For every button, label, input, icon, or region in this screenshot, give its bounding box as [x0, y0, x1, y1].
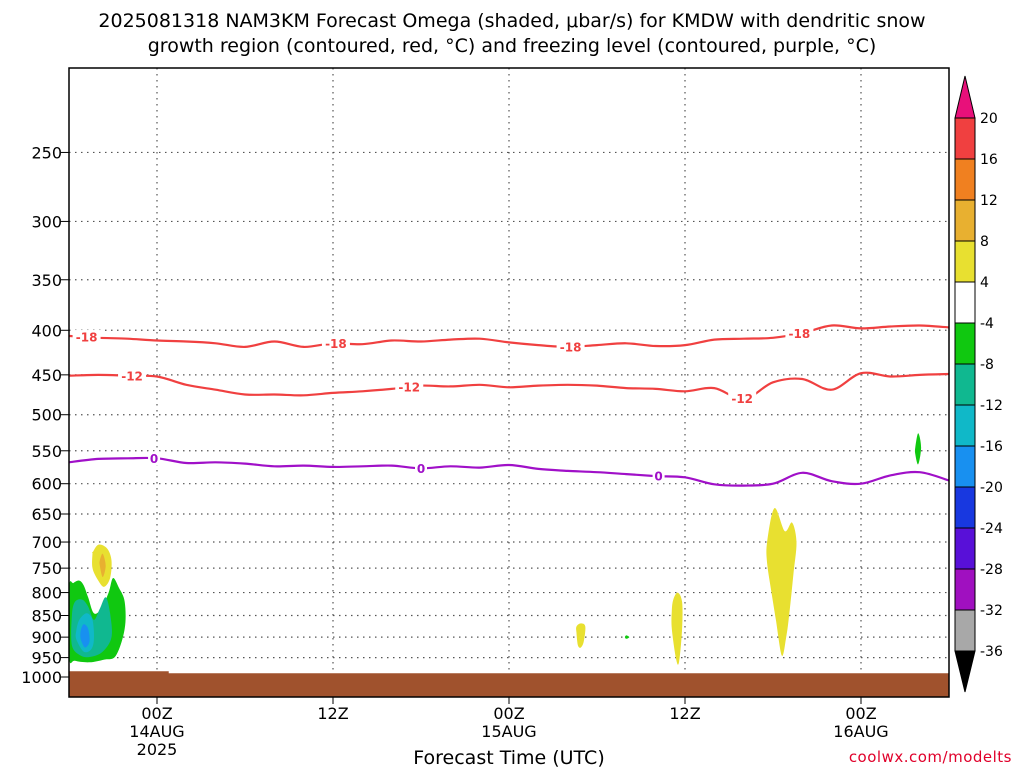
x-tick-label-2: 00Z	[493, 704, 524, 723]
colorbar-band-12	[954, 609, 976, 652]
x-axis-label: Forecast Time (UTC)	[413, 747, 604, 768]
x-tick-label-4: 00Z	[845, 704, 876, 723]
contour-label-bg-1-3	[785, 326, 814, 341]
chart-title: 2025081318 NAM3KM Forecast Omega (shaded…	[98, 10, 925, 57]
contour-label-1-3: -18	[789, 327, 811, 341]
omega-colorbar: 20 16 12 8 4 -4 -8 -12 -16 -20 -24 -28 -32 -36	[954, 75, 1003, 693]
colorbar-label-0: 20	[980, 111, 998, 127]
y-tick-label-800: 800	[31, 584, 62, 603]
colorbar-band-10	[954, 527, 976, 570]
contour-label-0-2: -12	[731, 392, 753, 406]
contour-label-0-0: -12	[121, 369, 143, 383]
x-tick-label-1: 12Z	[317, 704, 348, 723]
contour-label-1-0: -18	[76, 331, 98, 345]
colorbar-band-1	[954, 158, 976, 201]
omega-region-6	[576, 623, 586, 648]
contour-label-bg-1-2	[556, 339, 585, 354]
x-tick-label-3: 12Z	[669, 704, 700, 723]
contour-label-bg-0-1	[395, 379, 424, 394]
colorbar-band-11	[954, 568, 976, 611]
contour-label-0-1: -12	[398, 380, 420, 394]
omega-region-9	[766, 507, 797, 656]
y-tick-label-1000: 1000	[21, 668, 62, 687]
contour-label-bg-2-2	[652, 469, 665, 484]
colorbar-band-8	[954, 445, 976, 488]
contour-line-0	[69, 371, 949, 401]
source-credit: coolwx.com/modelts	[849, 748, 1012, 766]
contour-labels: -12 -12 -12 -18 -18 -18 -18 0 0 0	[72, 326, 814, 484]
y-tick-label-850: 850	[31, 607, 62, 626]
colorbar-label-12: -32	[980, 603, 1003, 619]
colorbar-label-4: 4	[980, 275, 989, 291]
grid-lines	[69, 68, 949, 697]
x-tick-label-0: 00Z	[141, 704, 172, 723]
omega-region-3	[80, 624, 90, 648]
y-tick-label-900: 900	[31, 628, 62, 647]
y-tick-label-450: 450	[31, 366, 62, 385]
omega-region-8	[624, 635, 630, 639]
colorbar-label-10: -24	[980, 521, 1003, 537]
colorbar-label-1: 16	[980, 152, 998, 168]
chart-title-line-2: growth region (contoured, red, °C) and f…	[148, 35, 877, 57]
colorbar-band-0	[954, 117, 976, 160]
colorbar-label-11: -28	[980, 562, 1003, 578]
colorbar-band-7	[954, 404, 976, 447]
colorbar-label-2: 12	[980, 193, 998, 209]
y-tick-label-600: 600	[31, 475, 62, 494]
y-tick-label-550: 550	[31, 442, 62, 461]
colorbar-label-6: -8	[980, 357, 994, 373]
contour-label-bg-1-1	[321, 336, 350, 351]
y-tick-label-950: 950	[31, 649, 62, 668]
contour-label-bg-2-1	[415, 461, 427, 476]
contour-label-bg-0-2	[728, 391, 757, 406]
y-tick-label-350: 350	[31, 271, 62, 290]
x-tick-date-0: 14AUG	[129, 722, 184, 741]
colorbar-label-8: -16	[980, 439, 1003, 455]
y-tick-label-400: 400	[31, 321, 62, 340]
contour-label-2-2: 0	[654, 470, 662, 484]
shaded-omega-regions	[69, 433, 949, 697]
y-tick-label-300: 300	[31, 212, 62, 231]
colorbar-band-5	[954, 322, 976, 365]
contour-lines	[69, 324, 949, 487]
omega-region-10	[914, 433, 922, 465]
contour-label-2-1: 0	[417, 462, 425, 476]
colorbar-band-2	[954, 199, 976, 242]
omega-region-5	[99, 553, 106, 578]
colorbar-top-arrow	[954, 75, 976, 119]
contour-line-2	[69, 456, 949, 487]
colorbar-band-6	[954, 363, 976, 406]
colorbar-band-9	[954, 486, 976, 529]
chart-title-line-1: 2025081318 NAM3KM Forecast Omega (shaded…	[98, 10, 925, 32]
y-tick-label-250: 250	[31, 143, 62, 162]
y-tick-label-700: 700	[31, 533, 62, 552]
colorbar-band-4	[954, 281, 976, 324]
colorbar-label-3: 8	[980, 234, 989, 250]
contour-label-1-1: -18	[325, 337, 347, 351]
colorbar-label-5: -4	[980, 316, 994, 332]
omega-region-7	[671, 592, 683, 665]
x-tick-date-2: 15AUG	[481, 722, 536, 741]
y-tick-label-750: 750	[31, 559, 62, 578]
colorbar-bottom-arrow	[954, 650, 976, 693]
x-tick-date-4: 16AUG	[833, 722, 888, 741]
plot-area: -12 -12 -12 -18 -18 -18 -18 0 0 0	[68, 67, 950, 698]
colorbar-band-3	[954, 240, 976, 283]
contour-label-bg-0-0	[118, 368, 147, 383]
colorbar-label-9: -20	[980, 480, 1003, 496]
contour-label-bg-1-0	[72, 330, 101, 345]
pressure-axis: 250 300 350 400 450 500 550 600 650 700 750 800 850 9…	[21, 143, 69, 687]
below-ground-fill	[69, 671, 949, 697]
y-tick-label-500: 500	[31, 406, 62, 425]
y-tick-label-650: 650	[31, 505, 62, 524]
x-tick-year-0: 2025	[137, 740, 178, 759]
contour-label-1-2: -18	[560, 340, 582, 354]
colorbar-label-13: -36	[980, 644, 1003, 660]
contour-label-bg-2-0	[148, 451, 161, 466]
contour-label-2-0: 0	[150, 452, 158, 466]
contour-line-1	[69, 324, 949, 349]
colorbar-label-7: -12	[980, 398, 1003, 414]
